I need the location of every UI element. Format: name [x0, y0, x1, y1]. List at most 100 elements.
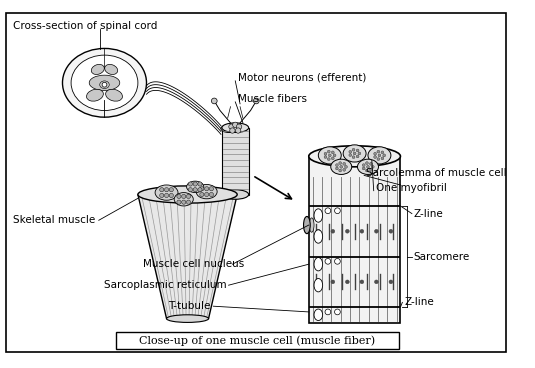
Circle shape [186, 200, 190, 204]
Circle shape [181, 194, 186, 198]
Circle shape [349, 154, 351, 156]
Ellipse shape [314, 258, 323, 271]
Ellipse shape [187, 181, 204, 192]
Text: Sarcoplasmic reticulum: Sarcoplasmic reticulum [104, 280, 227, 290]
Text: Cross-section of spinal cord: Cross-section of spinal cord [13, 21, 157, 31]
Circle shape [324, 156, 327, 159]
Ellipse shape [100, 81, 109, 89]
Circle shape [328, 154, 331, 157]
Circle shape [331, 280, 335, 284]
Circle shape [360, 280, 364, 284]
Circle shape [188, 182, 193, 186]
Ellipse shape [314, 230, 323, 243]
Ellipse shape [71, 55, 138, 110]
Circle shape [374, 229, 378, 233]
Circle shape [159, 193, 164, 198]
Circle shape [356, 149, 359, 152]
Circle shape [381, 157, 384, 160]
Ellipse shape [309, 146, 400, 167]
Ellipse shape [331, 159, 351, 174]
Circle shape [164, 193, 169, 198]
Circle shape [209, 192, 213, 197]
Circle shape [353, 152, 356, 155]
Circle shape [371, 165, 374, 168]
Text: Sarcomere: Sarcomere [414, 252, 470, 262]
Circle shape [325, 309, 331, 315]
Circle shape [340, 165, 343, 168]
Circle shape [333, 154, 336, 157]
Ellipse shape [318, 147, 341, 164]
Text: Z-line: Z-line [404, 297, 434, 307]
Circle shape [186, 194, 190, 198]
Circle shape [331, 229, 335, 233]
Polygon shape [222, 128, 249, 195]
Text: Close-up of one muscle cell (muscle fiber): Close-up of one muscle cell (muscle fibe… [139, 335, 375, 346]
Text: Z-line: Z-line [414, 209, 444, 219]
Circle shape [360, 229, 364, 233]
Circle shape [374, 156, 377, 159]
Ellipse shape [314, 209, 323, 222]
Circle shape [362, 164, 365, 167]
Ellipse shape [357, 159, 378, 174]
Circle shape [316, 229, 320, 233]
Ellipse shape [105, 89, 123, 101]
Circle shape [324, 152, 327, 155]
Circle shape [325, 208, 331, 213]
Ellipse shape [309, 218, 314, 232]
Circle shape [188, 188, 193, 192]
Circle shape [383, 154, 386, 157]
Bar [309, 156, 400, 323]
Circle shape [327, 158, 330, 160]
Circle shape [236, 124, 242, 130]
Circle shape [211, 98, 217, 104]
Circle shape [229, 124, 234, 130]
Circle shape [356, 155, 359, 158]
Circle shape [377, 150, 380, 153]
Circle shape [331, 157, 334, 160]
Polygon shape [138, 195, 237, 319]
Circle shape [370, 162, 372, 165]
Circle shape [365, 162, 369, 164]
Circle shape [346, 229, 349, 233]
Circle shape [204, 192, 209, 197]
Ellipse shape [87, 89, 103, 101]
Circle shape [345, 165, 347, 168]
Circle shape [352, 148, 355, 151]
Ellipse shape [105, 64, 118, 74]
Circle shape [233, 122, 238, 127]
Ellipse shape [91, 64, 104, 74]
Circle shape [349, 151, 351, 153]
Circle shape [325, 258, 331, 264]
Ellipse shape [196, 184, 217, 199]
Circle shape [358, 152, 361, 155]
Circle shape [334, 208, 340, 213]
Ellipse shape [63, 49, 147, 117]
Circle shape [378, 154, 381, 157]
Circle shape [343, 169, 346, 171]
Circle shape [365, 169, 369, 172]
Circle shape [374, 280, 378, 284]
Circle shape [198, 182, 202, 186]
Circle shape [335, 164, 338, 167]
Circle shape [346, 280, 349, 284]
Text: T-tubule: T-tubule [169, 301, 211, 311]
Text: Muscle cell nucleus: Muscle cell nucleus [143, 259, 244, 269]
Circle shape [389, 280, 393, 284]
Circle shape [370, 169, 372, 171]
Circle shape [177, 200, 181, 204]
Circle shape [200, 192, 204, 197]
Circle shape [181, 200, 186, 204]
Circle shape [164, 188, 169, 192]
Circle shape [193, 182, 197, 186]
Circle shape [316, 280, 320, 284]
Circle shape [169, 193, 173, 198]
Circle shape [169, 188, 173, 192]
Ellipse shape [368, 147, 391, 164]
Circle shape [230, 128, 235, 133]
Circle shape [339, 162, 342, 164]
Circle shape [335, 167, 338, 170]
Circle shape [381, 151, 384, 154]
Circle shape [366, 165, 369, 168]
Circle shape [362, 167, 365, 170]
Ellipse shape [138, 186, 237, 203]
